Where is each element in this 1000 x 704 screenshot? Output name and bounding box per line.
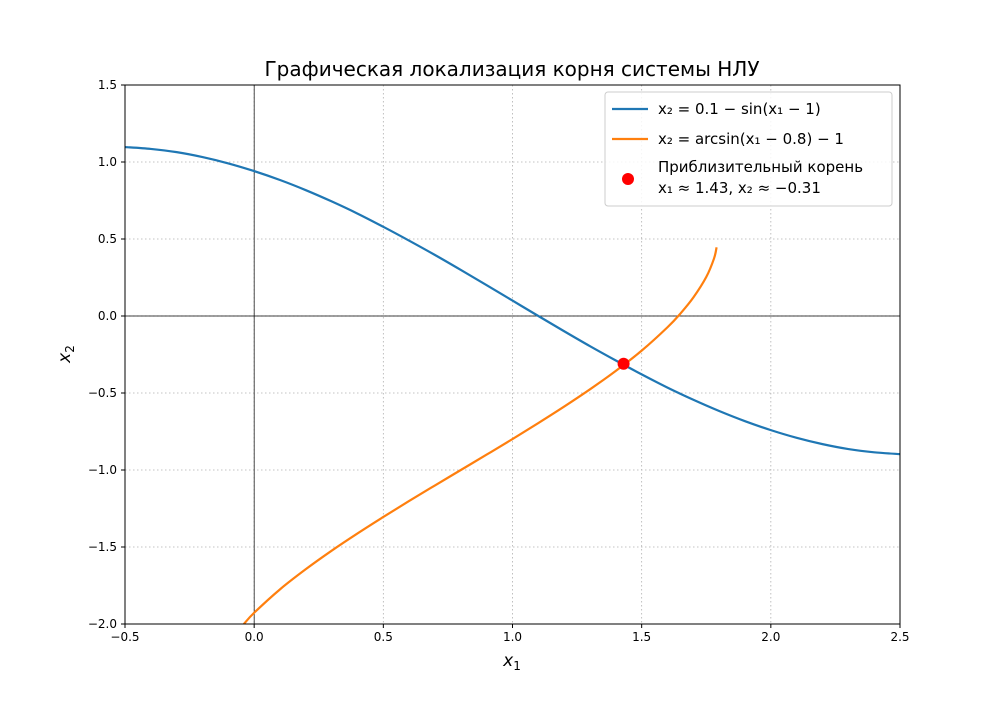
x-tick-label: 1.0 — [503, 630, 522, 644]
series-layer — [125, 145, 900, 624]
x-tick-label: 0.5 — [374, 630, 393, 644]
y-tick-label: 0.0 — [98, 309, 117, 323]
y-tick-label: −1.5 — [88, 540, 117, 554]
y-tick-label: 1.0 — [98, 155, 117, 169]
legend-box — [604, 91, 893, 207]
x-tick-label: −0.5 — [110, 630, 139, 644]
root-point-marker — [617, 357, 630, 370]
y-axis-label-main: x — [55, 352, 75, 364]
x-axis-label: x1 — [502, 651, 521, 673]
x-axis-label-sub: 1 — [513, 659, 521, 673]
legend-label-series-1: x₂ = 0.1 − sin(x₁ − 1) — [658, 100, 821, 118]
legend-marker-root-point — [622, 173, 634, 185]
x-axis-label-main: x — [502, 651, 514, 671]
series-line-2 — [243, 247, 718, 624]
zero-lines — [125, 85, 900, 624]
ticks: −0.5 0.0 0.5 1.0 1.5 2.0 2.5 −2.0 −1.5 −1.0 −0.5 0.… — [88, 78, 910, 644]
legend-label-root-line1: Приблизительный корень — [658, 158, 863, 176]
legend: x₂ = 0.1 − sin(x₁ − 1) x₂ = arcsin(x₁ − … — [604, 91, 893, 207]
x-tick-label: 0.0 — [245, 630, 264, 644]
x-tick-label: 2.5 — [890, 630, 909, 644]
chart-title: Графическая локализация корня системы НЛ… — [264, 57, 759, 81]
y-tick-label: −0.5 — [88, 386, 117, 400]
legend-label-root-line2: x₁ ≈ 1.43, x₂ ≈ −0.31 — [658, 179, 821, 197]
x-tick-label: 2.0 — [761, 630, 780, 644]
series-line-1 — [125, 145, 900, 456]
x-tick-label: 1.5 — [632, 630, 651, 644]
y-axis-label-sub: 2 — [63, 345, 77, 353]
legend-label-series-2: x₂ = arcsin(x₁ − 0.8) − 1 — [658, 130, 844, 148]
y-tick-label: 0.5 — [98, 232, 117, 246]
y-tick-label: −2.0 — [88, 617, 117, 631]
y-axis-label: x2 — [55, 345, 77, 364]
y-tick-label: −1.0 — [88, 463, 117, 477]
y-tick-label: 1.5 — [98, 78, 117, 92]
